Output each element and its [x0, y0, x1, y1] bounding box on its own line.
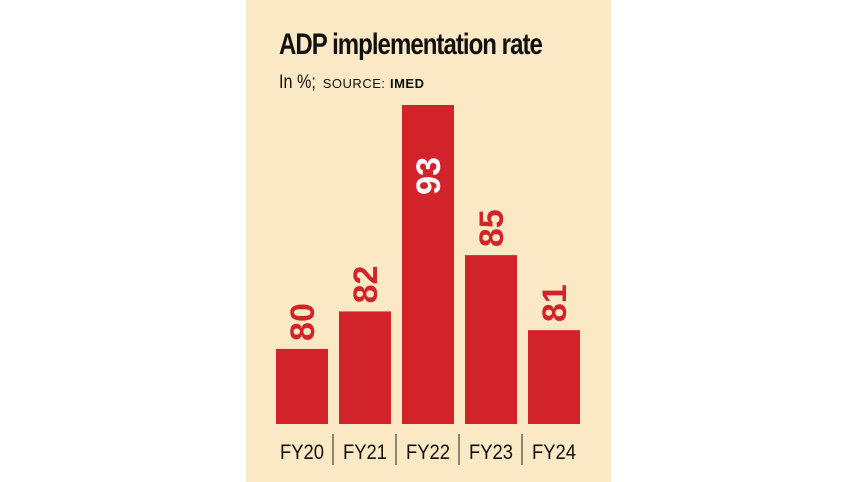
bar-fy21: [339, 311, 391, 424]
data-label-fy23: 85: [473, 209, 511, 247]
category-label-fy24: FY24: [532, 441, 576, 464]
bar-fy23: [465, 255, 517, 424]
chart-title: ADP implementation rate: [279, 28, 543, 61]
category-label-fy20: FY20: [280, 441, 324, 464]
data-label-fy21: 82: [347, 266, 385, 304]
data-label-fy20: 80: [284, 303, 322, 341]
category-label-fy22: FY22: [406, 441, 450, 464]
bar-fy22: [402, 105, 454, 424]
category-label-fy21: FY21: [343, 441, 387, 464]
bar-fy20: [276, 348, 328, 424]
data-label-fy22: 93: [410, 157, 448, 195]
data-label-fy24: 81: [536, 284, 574, 322]
bar-fy24: [528, 330, 580, 424]
category-label-fy23: FY23: [469, 441, 513, 464]
source-label: SOURCE:: [322, 76, 386, 91]
chart-subtitle: In %; SOURCE: IMED: [279, 72, 424, 94]
source-name: IMED: [389, 76, 425, 91]
unit-label: In %;: [279, 72, 316, 93]
